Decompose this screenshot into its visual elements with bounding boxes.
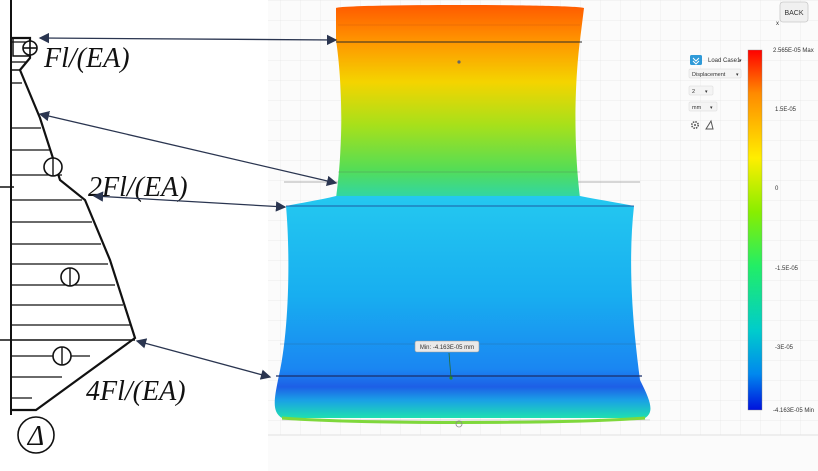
label-fl-ea: Fl/(EA) xyxy=(43,43,130,74)
unit-dropdown[interactable]: mm ▾ xyxy=(688,101,718,112)
delta-label: Δ xyxy=(27,421,44,452)
result-type-label: Displacement xyxy=(692,72,726,78)
load-case-label: Load Case1 xyxy=(708,58,741,64)
diagram-hatching xyxy=(11,41,130,399)
dropdown-caret-icon: ▾ xyxy=(710,105,713,111)
legend-tick-label: -3E-05 xyxy=(775,345,794,351)
result-type-dropdown[interactable]: Displacement ▾ xyxy=(688,68,742,79)
axis-x-icon: x xyxy=(776,21,779,27)
connector-arrows xyxy=(38,32,338,380)
legend-min-label: -4.163E-05 Min xyxy=(773,408,814,414)
upper-section xyxy=(336,5,584,198)
component-dropdown[interactable]: 2 ▾ xyxy=(688,85,714,96)
legend-tick-label: 0 xyxy=(775,186,779,192)
load-case-selector[interactable]: Load Case1 ▾ xyxy=(690,55,742,65)
back-label: BACK xyxy=(784,10,803,17)
legend-tick-label: -1.5E-05 xyxy=(775,266,799,272)
color-legend: 2.565E-05 Max 1.5E-05 0 -1.5E-05 -3E-05 … xyxy=(747,48,814,414)
label-4fl-ea: 4Fl/(EA) xyxy=(86,376,186,407)
dropdown-caret-icon: ▾ xyxy=(739,58,742,64)
chevron-down-icon xyxy=(692,57,700,65)
delta-symbol: Δ xyxy=(17,416,55,454)
sign-marker-icon xyxy=(52,346,72,366)
displacement-diagram: Fl/(EA) 2Fl/(EA) 4Fl/(EA) Δ xyxy=(0,0,188,454)
arrow-connector xyxy=(92,191,287,212)
arrow-connector xyxy=(135,338,272,380)
dropdown-caret-icon: ▾ xyxy=(705,89,708,95)
sign-marker-icon xyxy=(60,267,80,287)
dropdown-caret-icon: ▾ xyxy=(736,72,739,78)
probe-tool-icon[interactable] xyxy=(705,119,714,130)
probe-label: Min: -4.163E-05 mm xyxy=(420,345,474,351)
back-button[interactable]: BACK xyxy=(779,1,809,23)
legend-tick-label: 1.5E-05 xyxy=(775,107,797,113)
results-panel: Load Case1 ▾ Displacement ▾ 2 ▾ mm ▾ xyxy=(688,55,742,130)
arrow-connector xyxy=(38,111,338,186)
arrow-connector xyxy=(38,32,338,46)
unit-label: mm xyxy=(692,105,702,111)
lower-section xyxy=(274,196,651,418)
plus-sign-icon xyxy=(12,37,38,57)
fea-viewport[interactable]: Min: -4.163E-05 mm BACK x Load Case1 ▾ D… xyxy=(268,0,818,471)
min-probe-tooltip: Min: -4.163E-05 mm xyxy=(414,340,480,353)
sign-marker-icon xyxy=(43,157,63,177)
legend-max-label: 2.565E-05 Max xyxy=(773,48,814,54)
component-label: 2 xyxy=(692,89,695,95)
settings-gear-icon[interactable] xyxy=(690,121,699,130)
